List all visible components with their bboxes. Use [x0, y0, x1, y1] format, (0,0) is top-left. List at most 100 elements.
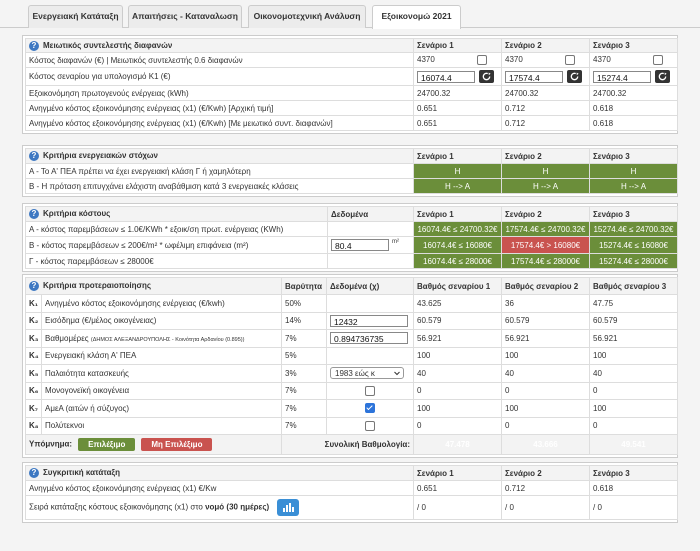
- cell: 47.75: [589, 294, 678, 313]
- tab[interactable]: Ενεργειακή Κατάταξη: [28, 5, 123, 28]
- cell: / 0: [413, 495, 502, 520]
- criterion-key: K₁: [25, 294, 42, 313]
- column-header: Δεδομένα (χ): [326, 277, 414, 295]
- column-header: Σενάριο 2: [501, 465, 590, 481]
- header-title-cell: ? Κριτήρια κόστους: [25, 206, 328, 222]
- label-text: Κόστος σεναρίου για υπολογισμό Κ1 (€): [29, 72, 171, 81]
- help-icon[interactable]: ?: [29, 281, 39, 291]
- row-label: Β - Η πρόταση επιτυγχάνει ελάχιστη αναβά…: [25, 178, 414, 194]
- checkbox[interactable]: [365, 420, 375, 431]
- cell-text: 60.579: [505, 316, 530, 326]
- panel: ? Κριτήρια ενεργειακών στόχων Σενάριο 1 Σεν…: [22, 145, 678, 197]
- total-cell: 47.478: [413, 434, 502, 455]
- cell: 0.618: [589, 115, 678, 131]
- help-icon[interactable]: ?: [29, 209, 39, 219]
- cell: 7%: [281, 399, 327, 418]
- tab[interactable]: Εξοικονομώ 2021: [372, 5, 461, 29]
- cell: H: [413, 163, 502, 179]
- refresh-button[interactable]: [655, 70, 670, 83]
- unit: m²: [392, 239, 399, 246]
- text-input[interactable]: 17574.4: [505, 70, 563, 83]
- cell-text: 4370: [505, 55, 523, 65]
- row-label: Ανηγμένο κόστος εξοικονόμησης ενέργειας …: [25, 100, 414, 116]
- cell: [326, 346, 414, 365]
- label-text: Σειρά κατάταξης κόστους εξοικονόμησης (x…: [29, 502, 203, 512]
- cell: 0.712: [501, 480, 590, 496]
- cell-text: H --> A: [444, 181, 471, 191]
- checkbox[interactable]: [476, 55, 487, 65]
- criterion-key: K₂: [25, 311, 42, 330]
- cell: / 0: [501, 495, 590, 520]
- criterion-key: K₆: [25, 381, 42, 400]
- label-text: Παλαιότητα κατασκευής: [45, 368, 129, 378]
- select[interactable]: 1983 εώς κ: [330, 367, 404, 380]
- column-header: Βαθμός σεναρίου 1: [413, 277, 502, 295]
- row: K₇ ΑμεΑ (αιτών ή σύζυγος) 7% 100 100 100: [25, 399, 678, 418]
- help-icon[interactable]: ?: [29, 468, 39, 478]
- tab[interactable]: Απαιτήσεις - Καταναλωση: [128, 5, 242, 28]
- cell: 50%: [281, 294, 327, 313]
- tab[interactable]: Οικονομοτεχνική Ανάλυση: [248, 5, 366, 28]
- cell: 0: [413, 381, 502, 400]
- text-input[interactable]: 0.894736735: [330, 332, 408, 345]
- header-row: ? Κριτήρια κόστους Δεδομένα Σενάριο 1 Σενάρι…: [25, 206, 678, 222]
- cell: 15274.4€ ≤ 28000€: [589, 253, 678, 269]
- row: Α - κόστος παρεμβάσεων ≤ 1.0€/KWh * εξοι…: [25, 221, 678, 237]
- cell: 17574.4: [501, 67, 590, 86]
- cell-text: 24700.32: [505, 88, 539, 98]
- cell: 0.651: [413, 100, 502, 116]
- panel: ? Κριτήρια κόστους Δεδομένα Σενάριο 1 Σενάρι…: [22, 203, 678, 272]
- text-input[interactable]: 15274.4: [593, 70, 651, 83]
- cell: 0.618: [589, 100, 678, 116]
- label-text: Βαθμομέρες: [45, 333, 89, 343]
- cell: 56.921: [501, 329, 590, 348]
- row-label: Παλαιότητα κατασκευής: [41, 364, 282, 383]
- row: K₂ Εισόδημα (€/μέλος οικογένειας) 14% 12432…: [25, 311, 678, 330]
- cell: 16074.4€ ≤ 24700.32€: [413, 221, 502, 237]
- criterion-key: K₅: [25, 364, 42, 383]
- cell: 100: [413, 399, 502, 418]
- cell: 15274.4€ ≤ 16080€: [589, 236, 678, 254]
- cell: [326, 416, 414, 435]
- text-input[interactable]: 12432: [330, 314, 408, 327]
- cell-text: 4370: [593, 55, 611, 65]
- panel-title: Συγκριτική κατάταξη: [43, 468, 120, 478]
- cell: 36: [501, 294, 590, 313]
- cell-text: 0.651: [417, 483, 438, 493]
- text-input[interactable]: 16074.4: [417, 70, 475, 83]
- column-header: Σενάριο 3: [589, 206, 678, 222]
- panel-title: Μειωτικός συντελεστής διαφανών: [43, 40, 173, 50]
- chart-button[interactable]: [277, 499, 300, 516]
- cell-text: 3%: [285, 368, 297, 378]
- help-icon[interactable]: ?: [29, 40, 39, 51]
- row: K₁ Ανηγμένο κόστος εξοικονόμησης ενέργεια…: [25, 294, 678, 313]
- row-label: Β - κόστος παρεμβάσεων ≤ 200€/m² * ωφέλι…: [25, 236, 328, 254]
- text-input[interactable]: 80.4: [331, 239, 389, 251]
- column-header: Βαρύτητα: [281, 277, 327, 295]
- cell: 0.712: [501, 100, 590, 116]
- cell-text: 100: [505, 403, 519, 413]
- cell: 0.651: [413, 480, 502, 496]
- cell: 17574.4€ > 16080€: [501, 236, 590, 254]
- column-header: Βαθμός σεναρίου 3: [589, 277, 678, 295]
- row: K₅ Παλαιότητα κατασκευής 3% 1983 εώς κ 40 40 4…: [25, 364, 678, 383]
- refresh-button[interactable]: [567, 70, 582, 83]
- cell-text: 40: [417, 368, 426, 378]
- legend-item: Επιλέξιμο: [78, 438, 136, 451]
- header-title-cell: ? Μειωτικός συντελεστής διαφανών: [25, 38, 414, 53]
- checkbox[interactable]: [365, 385, 375, 396]
- refresh-button[interactable]: [479, 70, 494, 83]
- checkbox[interactable]: [652, 55, 663, 65]
- checkbox[interactable]: [564, 55, 575, 65]
- column-header: Σενάριο 2: [501, 38, 590, 53]
- help-icon[interactable]: ?: [29, 151, 39, 161]
- cell-text: 0.712: [505, 103, 526, 113]
- row: Εξοικονόμηση πρωτογενούς ενέργειας (kWh)…: [25, 85, 678, 101]
- criterion-key: K₈: [25, 416, 42, 435]
- checkbox[interactable]: [365, 403, 375, 414]
- row: Σειρά κατάταξης κόστους εξοικονόμησης (x…: [25, 495, 678, 520]
- cell: 100: [589, 399, 678, 418]
- column-header: Σενάριο 2: [501, 206, 590, 222]
- label-text: Γ - κόστος παρεμβάσεων ≤ 28000€: [29, 256, 154, 266]
